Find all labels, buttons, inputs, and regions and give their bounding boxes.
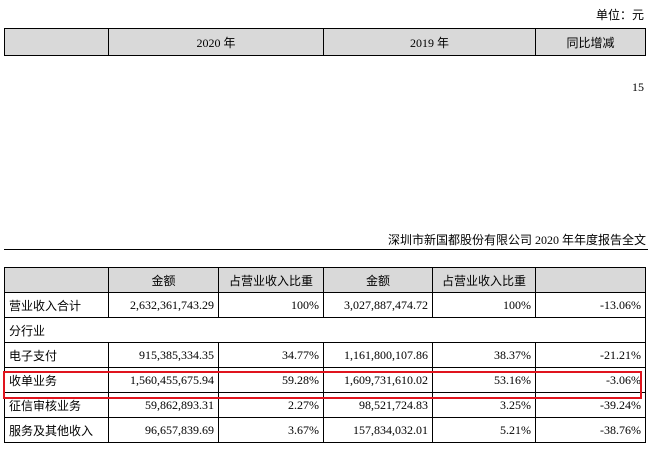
table-section-row: 分行业 (4, 317, 646, 343)
ratio-2019-cell: 3.25% (432, 392, 536, 418)
change-cell: -13.06% (535, 292, 646, 318)
table-row: 服务及其他收入 96,657,839.69 3.67% 157,834,032.… (4, 417, 646, 443)
amount-2019-cell: 157,834,032.01 (323, 417, 433, 443)
revenue-table: 金额 占营业收入比重 金额 占营业收入比重 营业收入合计 2,632,361,7… (4, 267, 646, 443)
header-cell-change (535, 267, 646, 293)
highlight-box (3, 371, 642, 399)
change-cell: -39.24% (535, 392, 646, 418)
amount-2020-cell: 59,862,893.31 (108, 392, 219, 418)
ratio-2019-cell: 5.21% (432, 417, 536, 443)
amount-2019-cell: 3,027,887,474.72 (323, 292, 433, 318)
table-row: 营业收入合计 2,632,361,743.29 100% 3,027,887,4… (4, 292, 646, 318)
ratio-2020-cell: 3.67% (218, 417, 324, 443)
table-header-row: 2020 年 2019 年 同比增减 (4, 28, 646, 56)
header-cell-blank (4, 267, 109, 293)
header-cell-2020: 2020 年 (108, 28, 324, 56)
ratio-2020-cell: 34.77% (218, 342, 324, 368)
page-number: 15 (632, 80, 644, 94)
amount-2020-cell: 915,385,334.35 (108, 342, 219, 368)
change-cell: -21.21% (535, 342, 646, 368)
ratio-2019-cell: 38.37% (432, 342, 536, 368)
table-header-row: 金额 占营业收入比重 金额 占营业收入比重 (4, 267, 646, 293)
ratio-2020-cell: 2.27% (218, 392, 324, 418)
header-cell-ratio-2019: 占营业收入比重 (432, 267, 536, 293)
header-cell-amount-2019: 金额 (323, 267, 433, 293)
table-row: 电子支付 915,385,334.35 34.77% 1,161,800,107… (4, 342, 646, 368)
header-cell-amount-2020: 金额 (108, 267, 219, 293)
amount-2019-cell: 1,161,800,107.86 (323, 342, 433, 368)
row-label: 服务及其他收入 (4, 417, 109, 443)
row-label: 电子支付 (4, 342, 109, 368)
section-label: 分行业 (4, 317, 646, 343)
amount-2019-cell: 98,521,724.83 (323, 392, 433, 418)
table-row: 征信审核业务 59,862,893.31 2.27% 98,521,724.83… (4, 392, 646, 418)
row-label: 营业收入合计 (4, 292, 109, 318)
header-cell-ratio-2020: 占营业收入比重 (218, 267, 324, 293)
ratio-2019-cell: 100% (432, 292, 536, 318)
header-cell-2019: 2019 年 (323, 28, 536, 56)
unit-label: 单位：元 (595, 8, 644, 22)
header-rule (4, 249, 648, 250)
report-header: 深圳市新国都股份有限公司 2020 年年度报告全文 (387, 233, 646, 247)
amount-2020-cell: 2,632,361,743.29 (108, 292, 219, 318)
amount-2020-cell: 96,657,839.69 (108, 417, 219, 443)
header-cell-blank (4, 28, 109, 56)
row-label: 征信审核业务 (4, 392, 109, 418)
change-cell: -38.76% (535, 417, 646, 443)
header-cell-change: 同比增减 (535, 28, 646, 56)
top-comparison-table: 2020 年 2019 年 同比增减 (4, 28, 646, 56)
ratio-2020-cell: 100% (218, 292, 324, 318)
